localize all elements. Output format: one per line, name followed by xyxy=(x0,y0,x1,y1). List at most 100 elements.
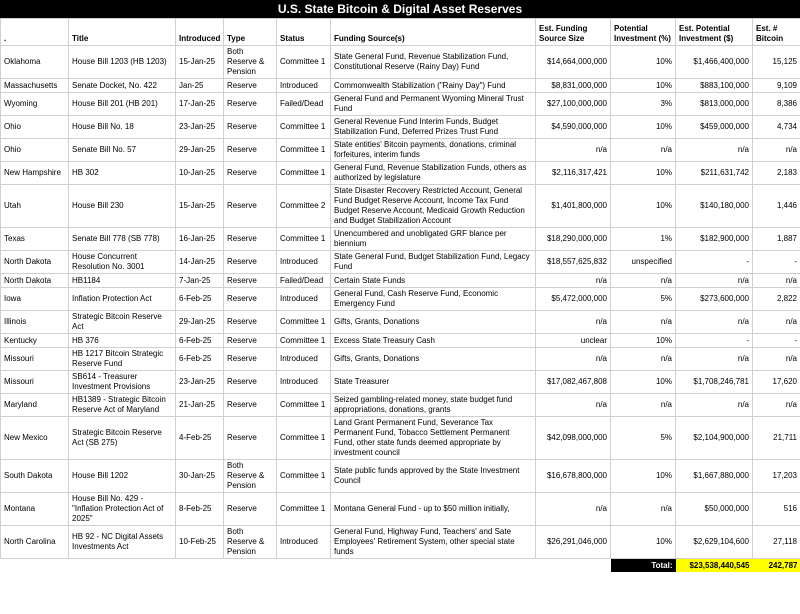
header-row: . Title Introduced Type Status Funding Source… xyxy=(0,18,800,46)
table-cell: Reserve xyxy=(223,138,277,162)
table-cell: n/a xyxy=(535,492,611,526)
table-cell: North Dakota xyxy=(0,273,69,288)
table-cell: $1,667,880,000 xyxy=(675,459,753,493)
table-cell: Wyoming xyxy=(0,92,69,116)
table-cell: Strategic Bitcoin Reserve Act (SB 275) xyxy=(68,416,176,460)
table-row: Texas Senate Bill 778 (SB 778) 16-Jan-25 Re… xyxy=(0,227,800,251)
table-cell: Reserve xyxy=(223,92,277,116)
table-cell: Unencumbered and unobligated GRF blance … xyxy=(330,227,536,251)
table-cell: House Bill No. 18 xyxy=(68,115,176,139)
table-cell: 21,711 xyxy=(752,416,800,460)
table-row: Oklahoma House Bill 1203 (HB 1203) 15-Jan-… xyxy=(0,45,800,79)
table-cell: Iowa xyxy=(0,287,69,311)
table-cell: South Dakota xyxy=(0,459,69,493)
table-cell: $813,000,000 xyxy=(675,92,753,116)
table-cell: State public funds approved by the State… xyxy=(330,459,536,493)
table-cell: 1,446 xyxy=(752,184,800,228)
table-cell: Both Reserve & Pension xyxy=(223,45,277,79)
table-cell: Both Reserve & Pension xyxy=(223,525,277,559)
table-cell: $883,100,000 xyxy=(675,78,753,93)
table-cell: Massachusetts xyxy=(0,78,69,93)
table-cell: Committee 1 xyxy=(276,310,331,334)
table-cell: - xyxy=(675,333,753,348)
table-cell: $2,116,317,421 xyxy=(535,161,611,185)
table-cell: Reserve xyxy=(223,416,277,460)
table-cell: Certain State Funds xyxy=(330,273,536,288)
table-cell: Introduced xyxy=(276,287,331,311)
table-cell: 6-Feb-25 xyxy=(175,287,224,311)
table-cell: n/a xyxy=(675,273,753,288)
table-cell: 10-Jan-25 xyxy=(175,161,224,185)
table-cell: Ohio xyxy=(0,115,69,139)
table-cell: $273,600,000 xyxy=(675,287,753,311)
table-cell: 8-Feb-25 xyxy=(175,492,224,526)
column-header: Est. Potential Investment ($) xyxy=(675,18,753,46)
table-cell: n/a xyxy=(675,347,753,371)
table-cell: HB1389 - Strategic Bitcoin Reserve Act o… xyxy=(68,393,176,417)
table-cell: Committee 1 xyxy=(276,459,331,493)
table-cell: Reserve xyxy=(223,115,277,139)
table-cell: General Revenue Fund Interim Funds, Budg… xyxy=(330,115,536,139)
table-cell: Committee 1 xyxy=(276,138,331,162)
table-cell: n/a xyxy=(752,273,800,288)
table-cell: Committee 1 xyxy=(276,45,331,79)
table-cell: Montana xyxy=(0,492,69,526)
table-cell: 10% xyxy=(610,184,676,228)
table-cell: 15-Jan-25 xyxy=(175,184,224,228)
table-cell: 2,183 xyxy=(752,161,800,185)
table-cell: 1% xyxy=(610,227,676,251)
table-title: U.S. State Bitcoin & Digital Asset Reser… xyxy=(0,0,800,18)
table-cell: Seized gambling-related money, state bud… xyxy=(330,393,536,417)
table-cell: Reserve xyxy=(223,250,277,274)
table-cell: n/a xyxy=(752,393,800,417)
table-cell: n/a xyxy=(675,393,753,417)
column-header: Potential Investment (%) xyxy=(610,18,676,46)
table-cell: Introduced xyxy=(276,78,331,93)
table-cell: HB 376 xyxy=(68,333,176,348)
table-cell: Reserve xyxy=(223,78,277,93)
table-cell: 10% xyxy=(610,459,676,493)
table-cell: $182,900,000 xyxy=(675,227,753,251)
table-row: North Carolina HB 92 - NC Digital Assets … xyxy=(0,525,800,559)
table-cell: Committee 1 xyxy=(276,416,331,460)
table-cell: 5% xyxy=(610,287,676,311)
table-cell: $2,104,900,000 xyxy=(675,416,753,460)
table-cell: n/a xyxy=(535,347,611,371)
table-cell: Senate Bill No. 57 xyxy=(68,138,176,162)
table-cell: $5,472,000,000 xyxy=(535,287,611,311)
table-cell: 6-Feb-25 xyxy=(175,333,224,348)
table-cell: 10-Feb-25 xyxy=(175,525,224,559)
table-row: Montana House Bill No. 429 - "Inflation P… xyxy=(0,492,800,526)
table-cell: 6-Feb-25 xyxy=(175,347,224,371)
table-cell: 1,887 xyxy=(752,227,800,251)
table-cell: 23-Jan-25 xyxy=(175,370,224,394)
table-cell: Introduced xyxy=(276,347,331,371)
table-row: North Dakota House Concurrent Resolution … xyxy=(0,250,800,274)
table-cell: Senate Docket, No. 422 xyxy=(68,78,176,93)
table-cell: $1,466,400,000 xyxy=(675,45,753,79)
table-cell: n/a xyxy=(675,310,753,334)
table-cell: Reserve xyxy=(223,333,277,348)
table-cell: n/a xyxy=(752,138,800,162)
table-cell: n/a xyxy=(752,310,800,334)
table-cell: unspecified xyxy=(610,250,676,274)
table-cell: Reserve xyxy=(223,310,277,334)
table-cell: Reserve xyxy=(223,287,277,311)
column-header: Status xyxy=(276,18,331,46)
table-cell: Gifts, Grants, Donations xyxy=(330,347,536,371)
table-cell: $17,082,467,808 xyxy=(535,370,611,394)
table-cell: $140,180,000 xyxy=(675,184,753,228)
table-cell: 29-Jan-25 xyxy=(175,138,224,162)
table-cell: $18,290,000,000 xyxy=(535,227,611,251)
table-cell: Committee 1 xyxy=(276,227,331,251)
table-cell: unclear xyxy=(535,333,611,348)
table-cell: n/a xyxy=(535,138,611,162)
table-cell: Reserve xyxy=(223,184,277,228)
table-cell: 10% xyxy=(610,45,676,79)
table-row: Missouri SB614 - Treasurer Investment Pro… xyxy=(0,370,800,394)
table-cell: 16-Jan-25 xyxy=(175,227,224,251)
table-cell: Committee 1 xyxy=(276,333,331,348)
table-cell: Reserve xyxy=(223,227,277,251)
table-cell: Reserve xyxy=(223,492,277,526)
table-cell: State General Fund, Revenue Stabilizatio… xyxy=(330,45,536,79)
